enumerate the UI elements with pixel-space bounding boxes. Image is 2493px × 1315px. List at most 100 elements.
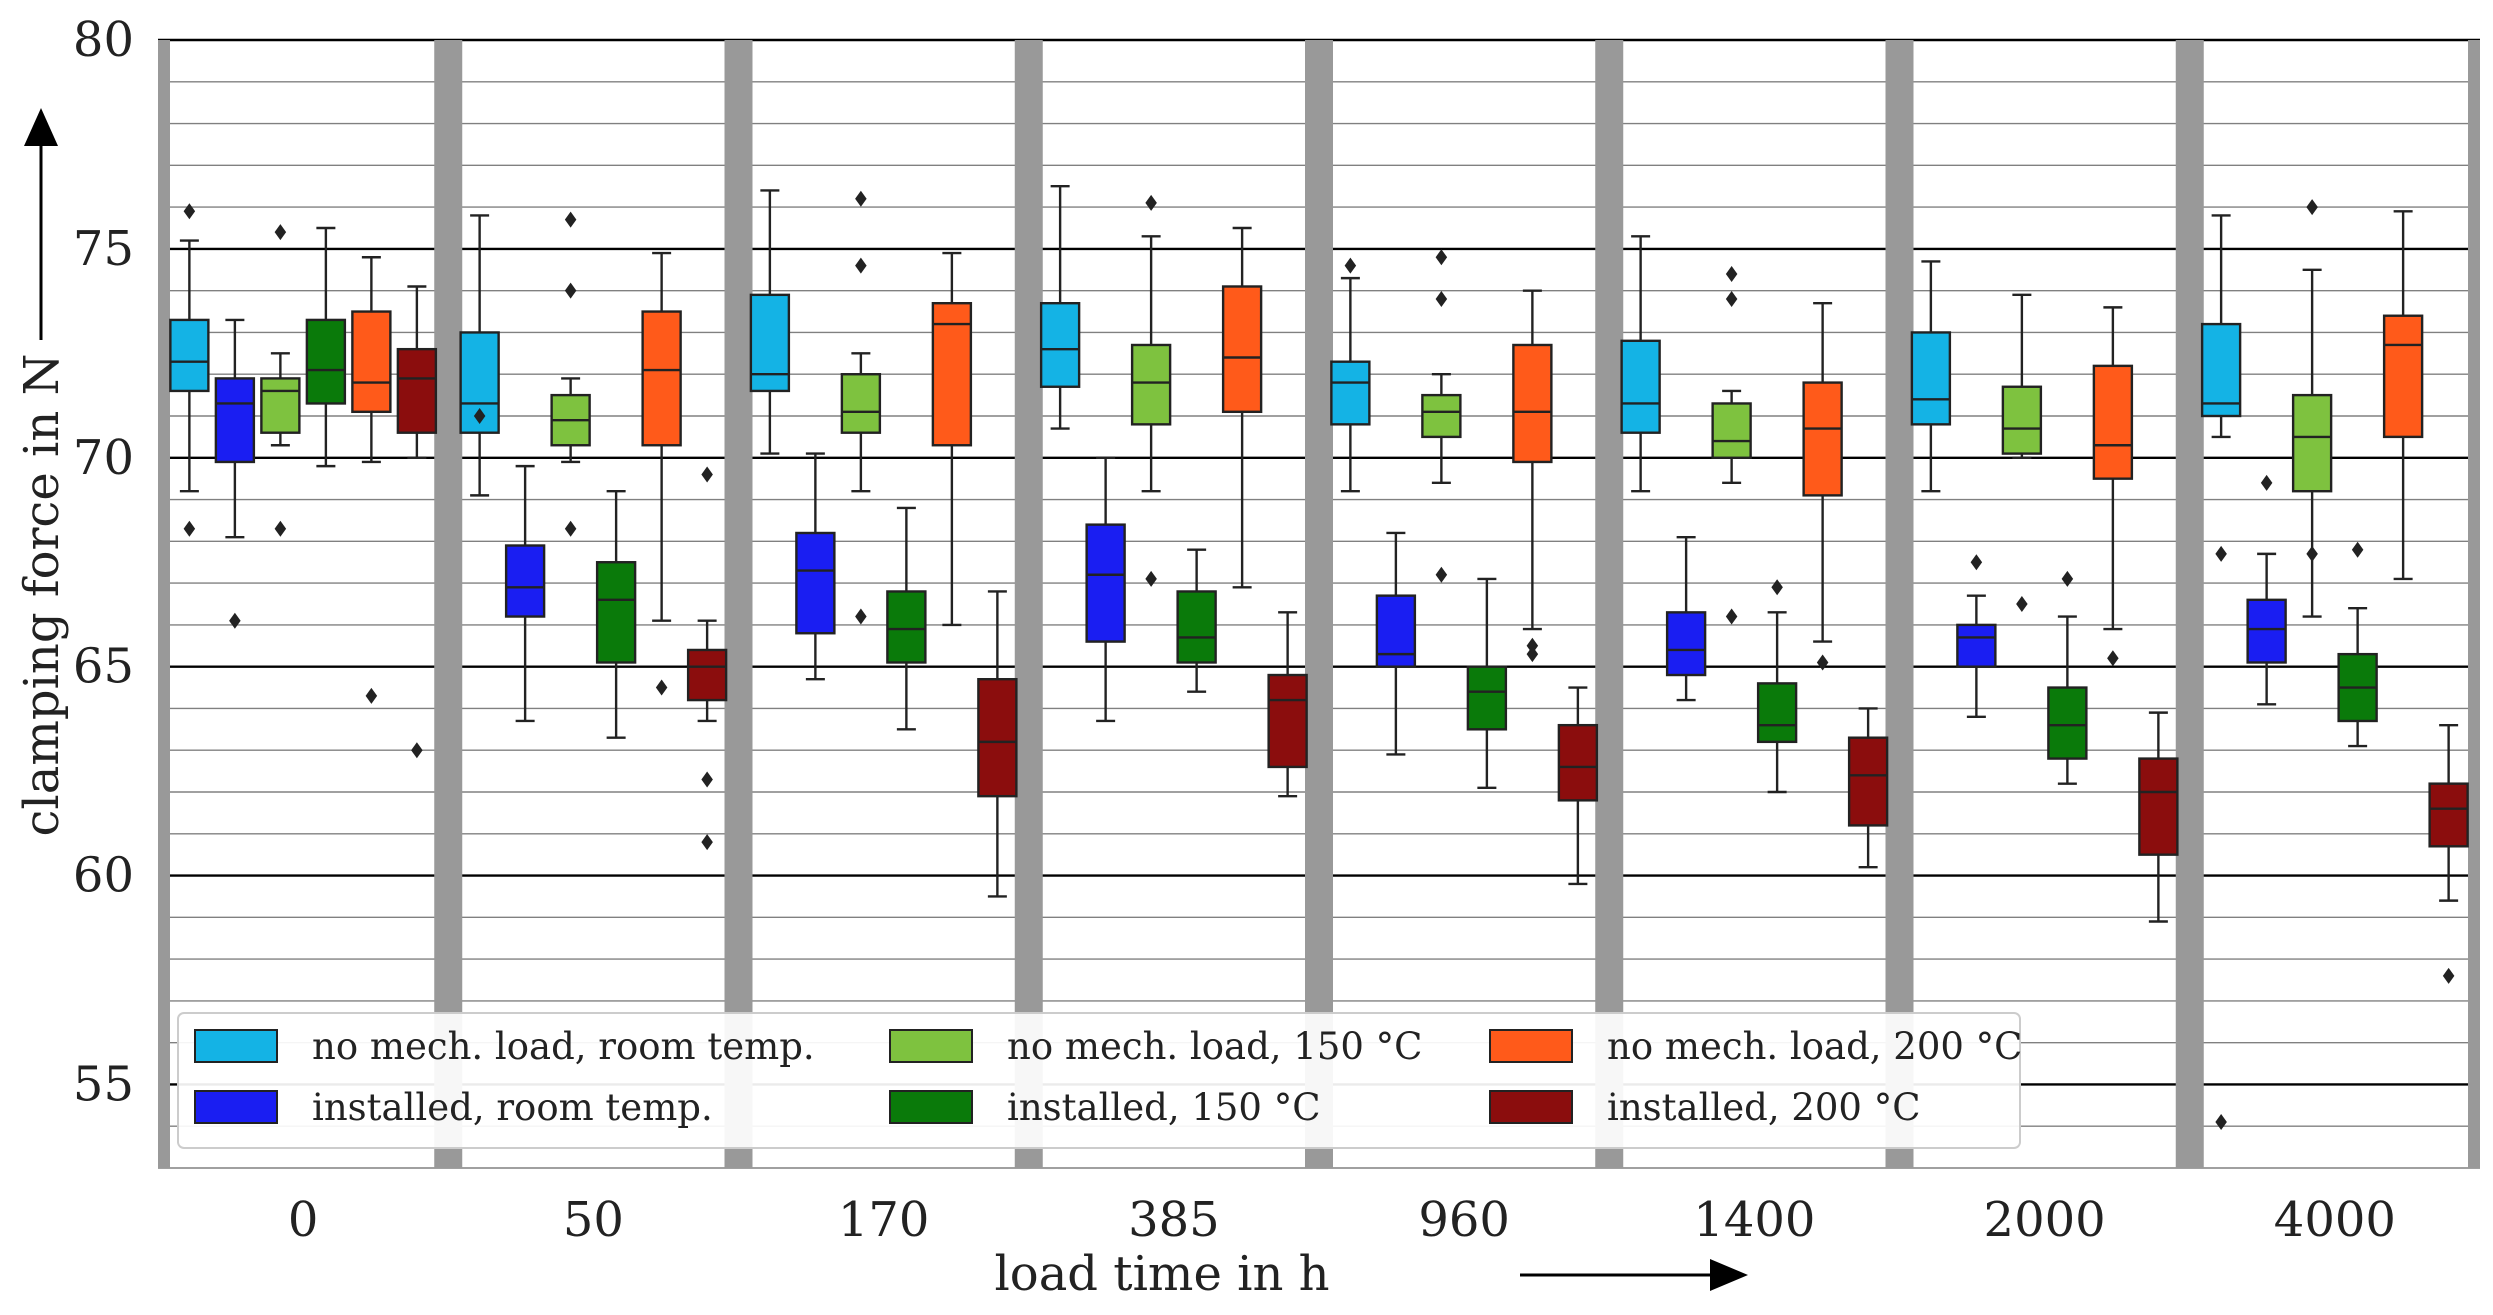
box-groups xyxy=(169,185,2469,1131)
box-body xyxy=(1756,682,1798,744)
box-5-5 xyxy=(1847,707,1889,869)
box-0-7 xyxy=(2200,214,2242,1131)
box-body xyxy=(1620,339,1661,434)
outlier-point xyxy=(473,408,486,424)
outlier-point xyxy=(2306,199,2318,216)
legend-label: no mech. load, room temp. xyxy=(312,1025,815,1068)
outlier-point xyxy=(1435,249,1448,266)
box-body xyxy=(1910,331,1952,426)
box-2-7 xyxy=(2291,199,2333,618)
box-3-1 xyxy=(595,490,637,739)
box-5-7 xyxy=(2428,723,2469,984)
box-body xyxy=(260,377,301,434)
outlier-point xyxy=(183,203,196,220)
x-tick-label: 960 xyxy=(1418,1192,1510,1248)
box-2-2 xyxy=(840,190,882,625)
box-body xyxy=(169,318,210,393)
legend-label: installed, room temp. xyxy=(312,1086,713,1129)
y-axis-ticks: 55 60 65 70 75 80 xyxy=(73,12,134,1112)
box-5-4 xyxy=(1557,686,1599,886)
x-axis-label: load time in h xyxy=(994,1246,1329,1302)
outlier-point xyxy=(2107,650,2119,667)
y-tick-label: 65 xyxy=(73,639,134,695)
y-tick-label: 70 xyxy=(73,430,134,486)
category-separator xyxy=(434,40,463,1168)
outlier-point xyxy=(2306,545,2318,562)
x-axis-arrow xyxy=(1520,1259,1748,1291)
outlier-point xyxy=(2061,570,2074,587)
outlier-point xyxy=(564,520,577,537)
box-body xyxy=(1267,673,1308,769)
box-5-6 xyxy=(2138,711,2179,923)
box-body xyxy=(1221,285,1263,414)
outlier-point xyxy=(655,679,668,696)
x-tick-label: 385 xyxy=(1128,1192,1220,1248)
box-body xyxy=(795,531,836,635)
y-tick-label: 55 xyxy=(73,1056,134,1112)
legend-label: installed, 150 °C xyxy=(1007,1086,1321,1129)
y-axis-arrow xyxy=(24,108,58,340)
category-separator xyxy=(1595,40,1624,1168)
box-body xyxy=(931,302,973,447)
box-2-5 xyxy=(1711,265,1752,625)
box-2-3 xyxy=(1130,194,1172,587)
box-1-6 xyxy=(1956,554,1997,718)
box-1-7 xyxy=(2246,474,2287,706)
box-body xyxy=(1802,381,1843,497)
box-body xyxy=(840,373,882,434)
outlier-point xyxy=(1435,291,1448,308)
box-4-4 xyxy=(1512,289,1553,663)
box-body xyxy=(1330,360,1371,426)
outlier-point xyxy=(855,608,867,625)
box-body xyxy=(504,544,546,618)
outlier-point xyxy=(701,834,713,851)
outlier-point xyxy=(564,282,577,299)
outlier-point xyxy=(1771,579,1783,596)
x-axis-ticks: 0 50 170 385 960 1400 2000 4000 xyxy=(288,1192,2396,1248)
box-2-1 xyxy=(550,211,591,537)
category-separators xyxy=(158,40,2480,1168)
outlier-point xyxy=(274,520,287,537)
outlier-point xyxy=(365,687,378,704)
box-body xyxy=(1039,302,1081,388)
box-body xyxy=(214,377,256,464)
outlier-point xyxy=(411,742,423,759)
outlier-point xyxy=(855,190,867,207)
box-body xyxy=(1557,723,1599,802)
box-body xyxy=(595,561,637,664)
outlier-point xyxy=(1526,637,1539,654)
box-2-0 xyxy=(260,224,301,537)
box-body xyxy=(2200,322,2242,418)
outlier-point xyxy=(1725,291,1738,308)
outlier-point xyxy=(1145,570,1157,587)
box-body xyxy=(1085,523,1126,643)
box-3-2 xyxy=(886,506,927,731)
legend-swatch xyxy=(1489,1029,1573,1063)
x-tick-label: 2000 xyxy=(1984,1192,2106,1248)
box-1-1 xyxy=(504,464,546,723)
box-3-6 xyxy=(2047,570,2088,785)
box-body xyxy=(1421,393,1462,439)
outlier-point xyxy=(1344,257,1357,274)
outlier-point xyxy=(2016,596,2028,612)
legend-item: no mech. load, room temp. xyxy=(194,1025,815,1068)
box-body xyxy=(1176,590,1217,664)
y-tick-label: 60 xyxy=(73,848,134,904)
category-separator xyxy=(158,40,170,1168)
box-3-4 xyxy=(1466,577,1508,790)
outlier-point xyxy=(1145,194,1157,211)
outlier-point xyxy=(1816,654,1829,671)
x-tick-label: 4000 xyxy=(2274,1192,2396,1248)
outlier-point xyxy=(2351,541,2364,558)
box-0-1 xyxy=(459,214,500,497)
box-4-3 xyxy=(1221,226,1263,589)
box-body xyxy=(686,648,728,702)
box-body xyxy=(1665,611,1707,677)
box-body xyxy=(977,678,1018,798)
y-tick-label: 75 xyxy=(73,221,134,277)
box-4-1 xyxy=(641,251,682,696)
box-4-6 xyxy=(2092,306,2134,667)
x-tick-label: 0 xyxy=(288,1192,319,1248)
box-body xyxy=(1711,402,1752,459)
